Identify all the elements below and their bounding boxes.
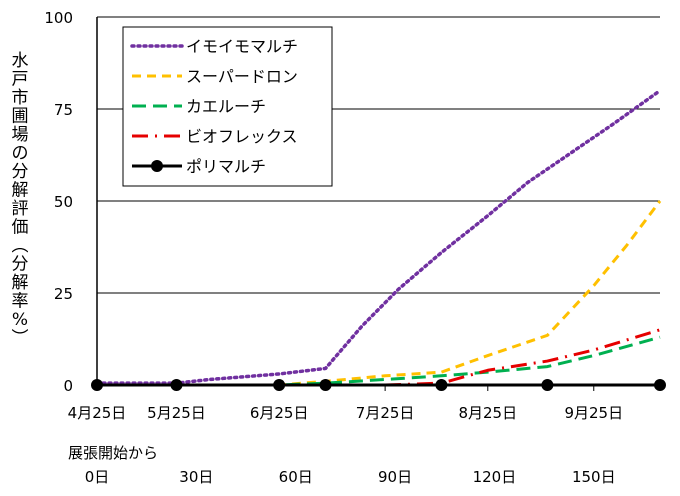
y-axis-title-char: 市 [12, 88, 29, 108]
y-axis-title-char: 評 [12, 199, 29, 219]
y-tick-label: 25 [54, 285, 73, 303]
y-axis-title-char: 価 [12, 218, 29, 238]
x-tick-label: 4月25日 [68, 404, 127, 422]
legend-label: カエルーチ [186, 97, 266, 116]
x-tick-labels: 4月25日 5月25日 6月25日 7月25日 8月25日 9月25日 [68, 404, 623, 422]
y-axis-title-char: ︶ [12, 329, 29, 349]
y-axis-title-char: 解 [12, 181, 29, 201]
y-axis-title-char: ︵ [12, 236, 29, 256]
y-tick-labels: 0 25 50 75 100 [44, 9, 73, 395]
y-axis-title-char: 水 [12, 51, 29, 71]
y-axis-title-char: 場 [12, 125, 29, 145]
y-axis-title-char: 分 [12, 255, 29, 275]
series-line [95, 88, 662, 385]
y-tick-label: 100 [44, 9, 73, 27]
y-tick-label: 0 [63, 377, 73, 395]
legend-box [122, 26, 333, 187]
y-axis-title-char: 率 [12, 292, 29, 312]
elapsed-tick-label: 0日 [85, 468, 110, 486]
x-tick-label: 5月25日 [147, 404, 206, 422]
x-tick-label: 9月25日 [564, 404, 623, 422]
y-tick-label: 50 [54, 193, 73, 211]
series-line [97, 335, 661, 387]
elapsed-axis-title: 展張開始から [68, 444, 158, 462]
y-axis-title-char: 解 [12, 273, 29, 293]
elapsed-tick-label: 30日 [179, 468, 213, 486]
y-tick-label: 75 [54, 101, 73, 119]
legend-label: イモイモマルチ [186, 37, 298, 56]
x-tick-label: 6月25日 [250, 404, 309, 422]
series-line [97, 200, 662, 387]
elapsed-tick-label: 150日 [572, 468, 616, 486]
series-line [97, 328, 661, 387]
y-axis-title-char: の [12, 144, 29, 164]
legend-marker [151, 160, 163, 172]
x-tick-label: 7月25日 [356, 404, 415, 422]
y-axis-title-char: % [12, 310, 28, 330]
legend-label: スーパードロン [186, 67, 298, 86]
legend-label: ポリマルチ [186, 157, 266, 176]
y-axis-title-char: 圃 [12, 107, 29, 127]
y-axis-title-char: 分 [12, 162, 29, 182]
x-tick-marks [96, 385, 595, 391]
y-axis-title-char: 戸 [12, 70, 29, 90]
elapsed-tick-label: 90日 [378, 468, 412, 486]
legend-label: ビオフレックス [186, 127, 298, 146]
x-tick-label: 8月25日 [458, 404, 517, 422]
elapsed-tick-label: 60日 [279, 468, 313, 486]
elapsed-tick-label: 120日 [473, 468, 517, 486]
elapsed-tick-labels: 0日 30日 60日 90日 120日 150日 [85, 468, 616, 486]
